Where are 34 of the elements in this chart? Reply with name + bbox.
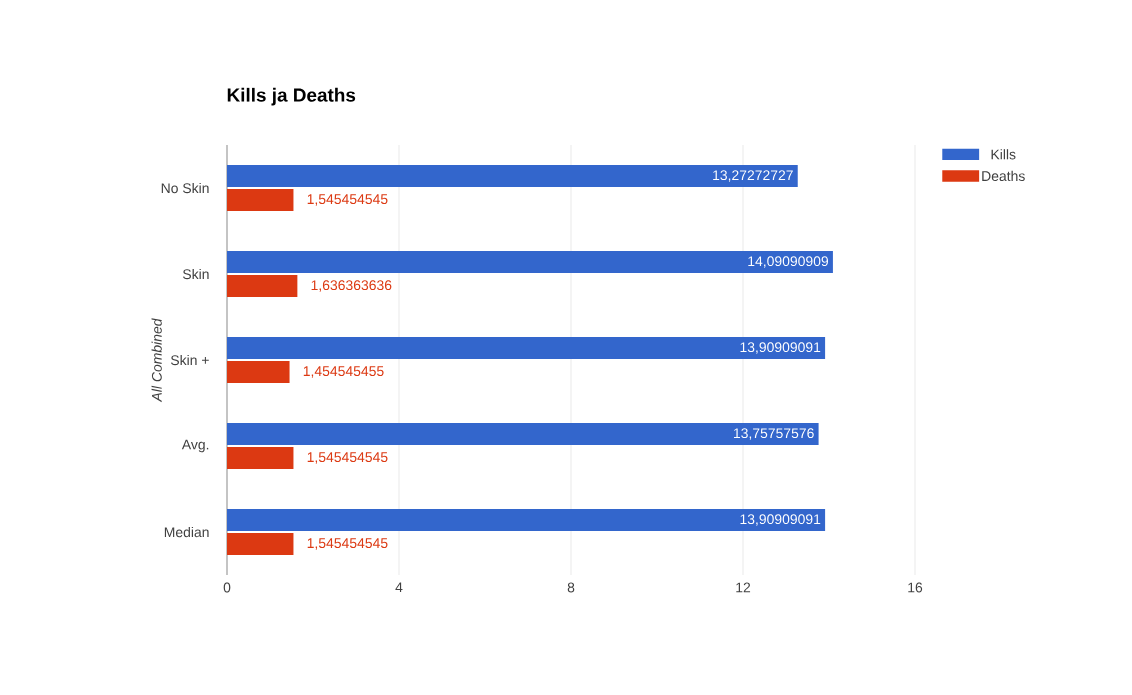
x-tick-label: 16 [908, 582, 923, 593]
data-label: 1,454545455 [303, 366, 384, 378]
x-tick-label: 8 [567, 582, 575, 593]
bar [227, 447, 294, 469]
legend-label: Deaths [982, 170, 1025, 182]
y-tick-label: Skin [182, 268, 209, 280]
y-tick-label: Skin + [170, 354, 209, 366]
y-tick-label: Avg. [181, 439, 209, 453]
x-tick-label: 12 [736, 582, 751, 593]
bar [227, 251, 833, 273]
bar [227, 275, 298, 297]
data-label: 1,545454545 [307, 538, 388, 550]
data-label: 13,90909091 [740, 342, 821, 354]
bar [227, 533, 294, 555]
bar [227, 189, 294, 211]
bar [227, 423, 819, 445]
data-label: 14,09090909 [748, 256, 829, 268]
bar [227, 361, 290, 383]
y-tick-label: Median [164, 526, 209, 538]
bar [227, 165, 798, 187]
bar [227, 337, 826, 359]
x-tick-label: 0 [223, 582, 231, 593]
data-label: 13,75757576 [734, 428, 814, 440]
data-label: 1,545454545 [307, 194, 388, 206]
y-tick-label: No Skin [161, 182, 209, 194]
legend-label: Kills [991, 149, 1016, 160]
data-label: 13,27272727 [713, 170, 793, 182]
data-label: 1,636363636 [311, 280, 392, 292]
bar [227, 509, 826, 531]
data-label: 13,90909091 [740, 514, 821, 526]
data-label: 1,545454545 [307, 452, 388, 464]
y-axis-title: All Combined [151, 318, 162, 403]
chart-title: Kills ja Deaths [227, 87, 356, 106]
x-tick-label: 4 [395, 582, 403, 593]
